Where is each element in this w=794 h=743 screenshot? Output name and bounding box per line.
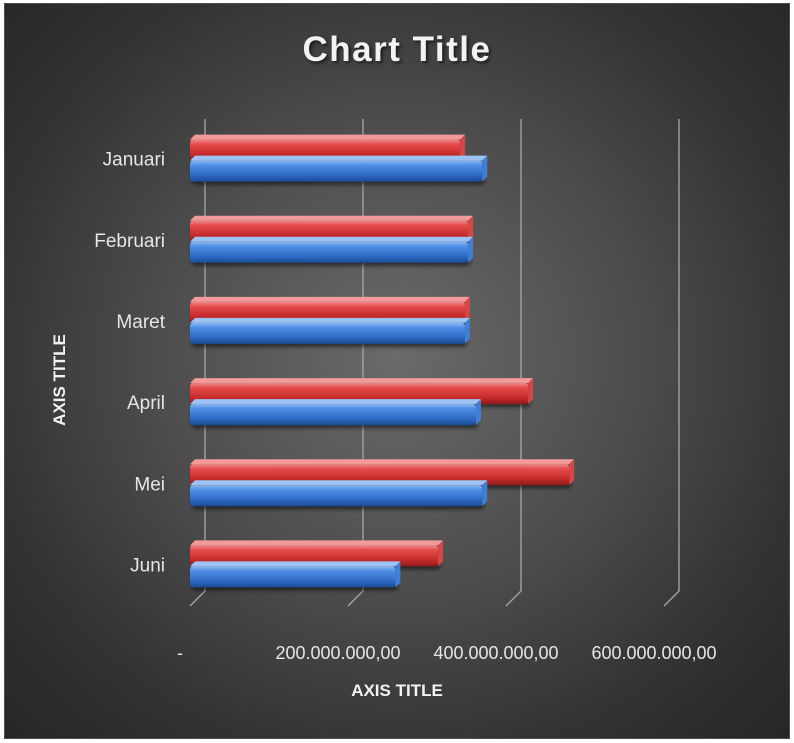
- x-tick-label: 200.000.000,00: [275, 643, 400, 663]
- category-label: Januari: [103, 150, 165, 171]
- bar: [190, 139, 461, 161]
- bar-end-face: [569, 459, 575, 486]
- category-label: Juni: [130, 555, 165, 576]
- bar: [190, 301, 465, 323]
- bar-top-face: [190, 215, 474, 221]
- bar-end-face: [468, 215, 474, 242]
- bar-top-face: [190, 134, 466, 140]
- bar-top-face: [190, 480, 488, 486]
- bar-end-face: [475, 399, 481, 426]
- bar-top-face: [190, 317, 470, 323]
- bar-end-face: [528, 378, 534, 405]
- category-label: Februari: [94, 231, 165, 252]
- bar: [190, 322, 465, 344]
- plot-area: - 200.000.000,00 400.000.000,00 600.000.000…: [94, 119, 717, 663]
- category-label: Mei: [134, 474, 165, 495]
- bar-end-face: [482, 155, 488, 182]
- bar-end-face: [464, 317, 470, 344]
- bar-top-face: [190, 399, 481, 405]
- x-tick-label: -: [177, 643, 183, 663]
- gridline: [347, 119, 364, 607]
- bar-top-face: [190, 155, 488, 161]
- gridline: [189, 119, 206, 607]
- bar-top-face: [190, 561, 401, 567]
- bar-top-face: [190, 296, 470, 302]
- bar: [190, 485, 483, 507]
- bar-end-face: [460, 134, 466, 161]
- bar-end-face: [395, 561, 401, 588]
- x-tick-label: 600.000.000,00: [591, 643, 716, 663]
- chart-title: Chart Title: [302, 30, 492, 69]
- category-label: Maret: [116, 312, 165, 333]
- bar-top-face: [190, 540, 444, 546]
- gridline: [505, 119, 522, 607]
- bar-end-face: [438, 540, 444, 567]
- gridline: [663, 119, 680, 607]
- bar: [190, 404, 476, 426]
- bar-end-face: [468, 236, 474, 263]
- bar: [190, 160, 483, 182]
- bar: [190, 383, 529, 405]
- bar: [190, 464, 570, 486]
- bar-end-face: [482, 480, 488, 507]
- chart-area: Chart Title - 200.000.000,00 400.000.000,0…: [4, 3, 790, 739]
- bar: [190, 241, 469, 263]
- bar-end-face: [464, 296, 470, 323]
- bar-top-face: [190, 459, 575, 465]
- x-tick-label: 400.000.000,00: [433, 643, 558, 663]
- bar: [190, 545, 439, 567]
- bar-top-face: [190, 236, 474, 242]
- bar-top-face: [190, 378, 534, 384]
- category-label: April: [127, 393, 165, 414]
- bar: [190, 220, 469, 242]
- bar: [190, 566, 396, 588]
- y-axis-title: AXIS TITLE: [50, 334, 69, 426]
- x-axis-title: AXIS TITLE: [351, 681, 443, 700]
